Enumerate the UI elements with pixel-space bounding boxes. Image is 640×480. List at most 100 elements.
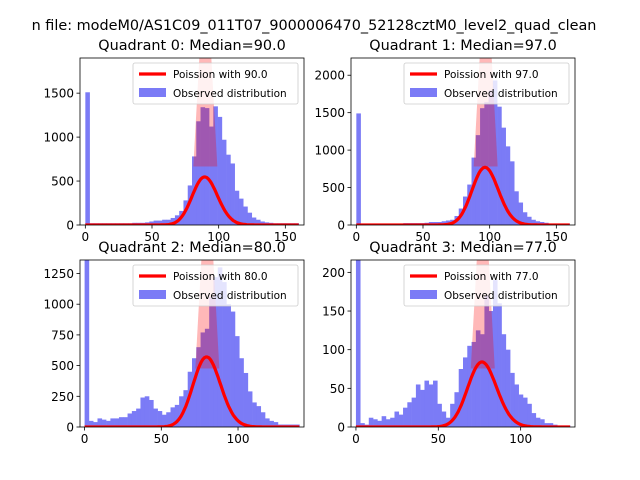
histogram-bar (424, 380, 430, 427)
y-tick-label: 1000 (314, 144, 345, 158)
quadrant-2-legend: Poission with 80.0 Observed distribution (132, 264, 299, 307)
histogram-bar (221, 139, 227, 225)
quadrant-0-title: Quadrant 0: Median=90.0 (98, 38, 286, 54)
histogram-bar (527, 403, 532, 427)
y-tick-label: 0 (337, 421, 345, 435)
histogram-bar (514, 384, 519, 427)
legend-hist-label: Observed distribution (444, 290, 558, 302)
histogram-bar (450, 403, 455, 427)
histogram-bar (153, 408, 158, 427)
histogram-bar (368, 417, 374, 427)
histogram-bar (179, 396, 184, 427)
quadrant-3-title: Quadrant 3: Median=77.0 (369, 240, 557, 256)
legend-box (132, 62, 299, 105)
histogram-bar (260, 221, 265, 225)
histogram-bar (127, 413, 133, 427)
histogram-bar (269, 420, 274, 427)
histogram-bar (390, 417, 395, 427)
histogram-bar (243, 372, 249, 427)
histogram-bar (131, 411, 137, 427)
y-tick-label: 750 (51, 328, 74, 342)
histogram-bar (480, 334, 485, 427)
y-tick-label: 50 (330, 382, 345, 396)
legend-curve-label: Poission with 90.0 (173, 69, 268, 81)
x-tick-label: 50 (415, 230, 430, 244)
y-tick-label: 0 (66, 421, 74, 435)
histogram-bar (492, 280, 498, 427)
histogram-bar (510, 372, 515, 427)
histogram-bar (174, 404, 180, 427)
legend-hist-label: Observed distribution (444, 88, 558, 100)
y-tick-label: 0 (66, 219, 74, 233)
histogram-bar (204, 108, 210, 225)
histogram-bar (239, 358, 244, 427)
histogram-bar (475, 330, 481, 427)
histogram-bar (501, 127, 506, 225)
y-tick-label: 1250 (43, 267, 74, 281)
histogram-bar (497, 106, 502, 225)
histogram-bar (85, 92, 90, 225)
histogram-bar (166, 412, 171, 427)
histogram-bar (454, 392, 460, 427)
legend-hist-label: Observed distribution (173, 290, 287, 302)
histogram-bar (492, 80, 498, 225)
histogram-bar (247, 212, 253, 225)
histogram-bar (394, 411, 400, 427)
histogram-bar (433, 380, 438, 427)
legend-curve-label: Poission with 97.0 (444, 69, 539, 81)
histogram-bar (356, 113, 361, 225)
histogram-bar (247, 391, 253, 427)
x-tick-label: 0 (81, 432, 89, 446)
histogram-bar (230, 163, 235, 225)
histogram-bar (110, 418, 115, 427)
quadrant-0-legend: Poission with 90.0 Observed distribution (132, 62, 299, 105)
histogram-bar (484, 295, 489, 427)
histogram-bar (234, 190, 240, 225)
histogram-bar (437, 403, 442, 427)
histogram-bar (226, 154, 231, 225)
quadrant-2-frame (79, 259, 305, 428)
x-tick-label: 150 (274, 230, 297, 244)
legend-hist-swatch (139, 290, 166, 299)
histogram-bar (544, 423, 549, 427)
histogram-bar (522, 212, 528, 225)
histogram-bar (170, 407, 176, 427)
histogram-bar (420, 389, 425, 427)
histogram-bar (200, 107, 206, 225)
histogram-bar (484, 102, 489, 225)
histogram-bar (428, 384, 434, 427)
histogram-bar (535, 221, 541, 225)
x-tick-label: 100 (509, 432, 532, 446)
x-tick-label: 50 (154, 432, 169, 446)
histogram-bar (187, 185, 193, 225)
y-tick-label: 250 (51, 390, 74, 404)
histogram-bar (441, 411, 447, 427)
histogram-bar (509, 161, 515, 225)
histogram-bar (114, 418, 120, 427)
histogram-bar (251, 217, 257, 225)
histogram-bar (209, 126, 214, 225)
histogram-bar (243, 206, 248, 225)
histogram-bar (256, 219, 261, 225)
histogram-bar (97, 418, 103, 427)
histogram-bar (518, 394, 524, 427)
x-tick-label: 150 (545, 230, 568, 244)
histogram-bar (93, 422, 98, 427)
histogram-bar (398, 414, 404, 427)
histogram-bar (411, 397, 417, 427)
y-tick-label: 1000 (43, 298, 74, 312)
histogram-bar (196, 121, 201, 225)
histogram-bar (467, 184, 472, 225)
legend-hist-swatch (410, 290, 437, 299)
histogram-bar (505, 146, 511, 225)
histogram-bar (123, 417, 128, 427)
histogram-bar (373, 419, 378, 427)
histogram-bar (196, 347, 201, 427)
histogram-bar (157, 411, 163, 427)
y-tick-label: 500 (322, 181, 345, 195)
x-tick-label: 0 (353, 230, 361, 244)
quadrant-0-plot-area (85, 58, 299, 225)
